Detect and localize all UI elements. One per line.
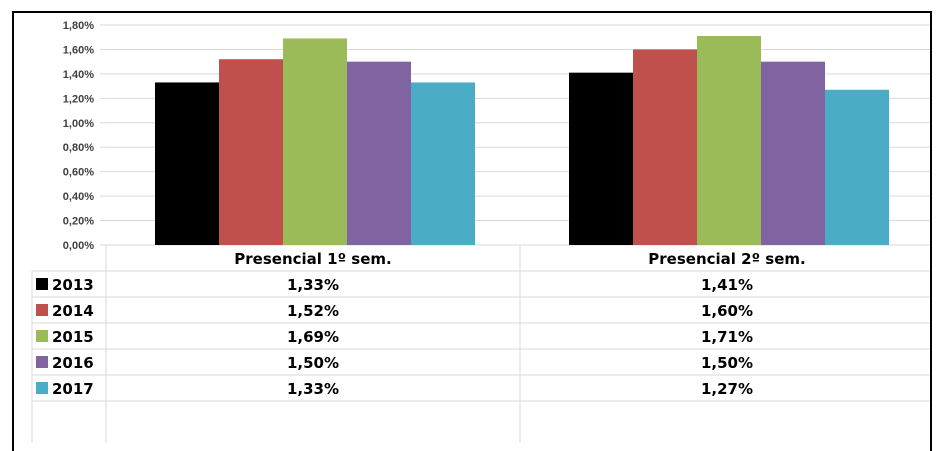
y-tick-label: 0,60%	[63, 167, 94, 179]
legend-key-2014	[36, 304, 48, 316]
legend-key-2015	[36, 330, 48, 342]
data-label: 1,71%	[701, 328, 753, 346]
data-label: 1,41%	[701, 276, 753, 294]
bar-2016-1	[347, 61, 411, 245]
data-label: 1,60%	[701, 302, 753, 320]
data-label: 1,33%	[287, 380, 339, 398]
y-tick-label: 0,80%	[63, 142, 94, 154]
data-label: 1,33%	[287, 276, 339, 294]
legend-key-2016	[36, 356, 48, 368]
chart-frame: 0,00% 0,20% 0,40% 0,60% 0,80% 1,00% 1,20% 1,40%…	[12, 11, 932, 451]
y-tick-label: 1,20%	[63, 93, 94, 105]
legend-label-2013: 2013	[52, 276, 94, 294]
y-tick-label: 1,00%	[63, 118, 94, 130]
legend-key-2013	[36, 278, 48, 290]
data-label: 1,50%	[701, 354, 753, 372]
bar-2015-2	[697, 36, 761, 245]
bar-2013-2	[569, 72, 633, 245]
legend-label-2014: 2014	[52, 302, 94, 320]
data-label: 1,50%	[287, 354, 339, 372]
data-label: 1,52%	[287, 302, 339, 320]
bar-2015-1	[283, 38, 347, 245]
legend-key-2017	[36, 382, 48, 394]
legend-label-2016: 2016	[52, 354, 94, 372]
bar-2017-2	[825, 89, 889, 246]
bar-2014-1	[219, 59, 283, 245]
y-tick-label: 1,80%	[63, 20, 94, 32]
legend-label-2015: 2015	[52, 328, 94, 346]
bar-2016-2	[761, 61, 825, 245]
data-label: 1,27%	[701, 380, 753, 398]
chart: 0,00% 0,20% 0,40% 0,60% 0,80% 1,00% 1,20% 1,40%…	[31, 20, 930, 443]
bar-2017-1	[411, 82, 475, 245]
y-tick-label: 0,40%	[63, 191, 94, 203]
y-tick-label: 1,40%	[63, 69, 94, 81]
y-tick-label: 0,20%	[63, 216, 94, 228]
data-label: 1,69%	[287, 328, 339, 346]
y-tick-label: 1,60%	[63, 44, 94, 56]
category-label: Presencial 2º sem.	[648, 250, 805, 268]
bar-2014-2	[633, 49, 697, 245]
y-tick-label: 0,00%	[63, 240, 94, 252]
bar-2013-1	[155, 82, 219, 245]
legend-label-2017: 2017	[52, 380, 94, 398]
category-label: Presencial 1º sem.	[234, 250, 391, 268]
